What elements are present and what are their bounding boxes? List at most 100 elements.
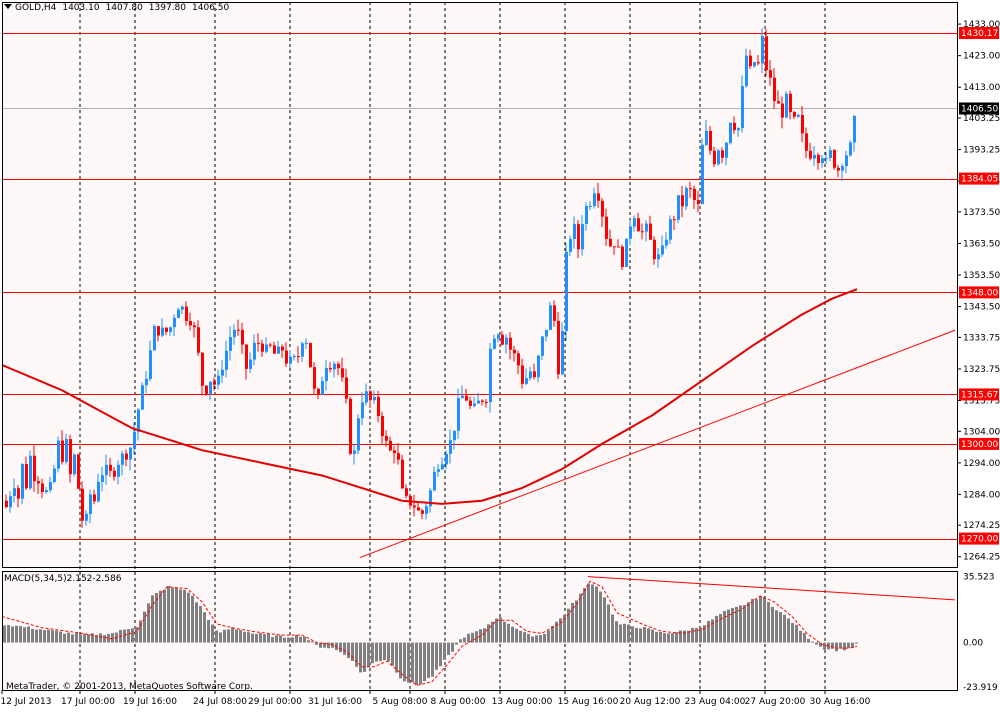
candle <box>225 350 228 370</box>
candle <box>513 349 516 354</box>
macd-bar <box>711 619 714 643</box>
candle <box>529 371 532 379</box>
macd-bar <box>735 606 738 643</box>
macd-tick-label: 0.00 <box>963 639 983 649</box>
candle <box>17 488 20 499</box>
candle <box>169 327 172 332</box>
dropdown-arrow-icon[interactable] <box>4 4 12 9</box>
candle <box>461 395 464 399</box>
macd-bar <box>555 621 558 643</box>
macd-bar <box>363 642 366 672</box>
candle <box>681 195 684 207</box>
macd-bar <box>171 587 174 643</box>
candle <box>161 327 164 336</box>
candle <box>9 496 12 508</box>
candle <box>837 167 840 171</box>
macd-bar <box>751 598 754 643</box>
candle <box>289 356 292 364</box>
macd-bar <box>471 632 474 643</box>
level-label-box <box>959 27 999 40</box>
candle <box>765 36 768 71</box>
candle <box>609 238 612 247</box>
symbol-label: GOLD,H4 <box>15 3 57 13</box>
candle <box>517 353 520 366</box>
candle <box>201 352 204 386</box>
macd-bar <box>47 629 50 643</box>
x-tick-label: 13 Aug 00:00 <box>492 697 553 707</box>
candle <box>509 337 512 350</box>
candle <box>465 395 468 401</box>
macd-bar <box>311 641 314 643</box>
x-tick-label: 24 Jul 08:00 <box>193 697 247 707</box>
macd-bar <box>727 609 730 643</box>
candle <box>149 350 152 379</box>
candle <box>745 55 748 87</box>
candle <box>841 166 844 171</box>
candle <box>237 329 240 331</box>
candle <box>537 355 540 378</box>
candle <box>425 506 428 514</box>
candle <box>189 321 192 326</box>
macd-bar <box>247 632 250 643</box>
candle <box>205 385 208 394</box>
macd-bar <box>347 642 350 659</box>
macd-bar <box>531 636 534 643</box>
candle <box>345 377 348 399</box>
candle <box>381 415 384 437</box>
candle <box>209 381 212 394</box>
candle <box>397 453 400 460</box>
macd-bar <box>571 602 574 643</box>
macd-bar <box>691 627 694 643</box>
macd-bar <box>63 633 66 643</box>
macd-signal-line <box>1 580 858 686</box>
macd-bar <box>243 631 246 643</box>
candle <box>689 188 692 190</box>
macd-bar <box>31 629 34 643</box>
candle <box>73 454 76 475</box>
candle <box>501 334 504 345</box>
candle <box>693 188 696 201</box>
candle <box>329 368 332 370</box>
level-label: 1300.00 <box>961 440 998 450</box>
macd-bar <box>687 630 690 643</box>
macd-bar <box>843 642 846 651</box>
macd-bar <box>451 642 454 652</box>
macd-bar <box>263 634 266 643</box>
macd-bar <box>463 637 466 643</box>
candle <box>729 122 732 143</box>
macd-bar <box>375 642 378 662</box>
candle <box>221 369 224 376</box>
candle <box>601 200 604 217</box>
candle <box>245 344 248 369</box>
candle <box>669 219 672 240</box>
candle <box>785 93 788 118</box>
macd-bar <box>39 629 42 643</box>
macd-bar <box>71 634 74 643</box>
candle <box>597 193 600 201</box>
macd-bar <box>775 610 778 643</box>
candle <box>713 150 716 165</box>
macd-bar <box>635 628 638 643</box>
macd-bar <box>823 642 826 650</box>
candle <box>573 224 576 239</box>
macd-bar <box>547 630 550 643</box>
macd-bar <box>603 597 606 643</box>
macd-bar <box>227 629 230 643</box>
candle <box>545 329 548 337</box>
macd-bar <box>455 642 458 645</box>
macd-bar <box>319 642 322 648</box>
macd-bar <box>283 637 286 643</box>
candle <box>21 464 24 499</box>
level-label-box <box>959 286 999 299</box>
macd-bar <box>467 633 470 643</box>
candle <box>789 93 792 113</box>
candle <box>157 326 160 336</box>
macd-bar <box>799 630 802 643</box>
candle <box>705 130 708 145</box>
candle <box>849 142 852 156</box>
macd-bar <box>395 642 398 673</box>
x-tick-label: 30 Aug 16:00 <box>810 697 871 707</box>
candle <box>525 378 528 384</box>
macd-bar <box>183 589 186 643</box>
close-value: 1406.50 <box>192 3 230 13</box>
